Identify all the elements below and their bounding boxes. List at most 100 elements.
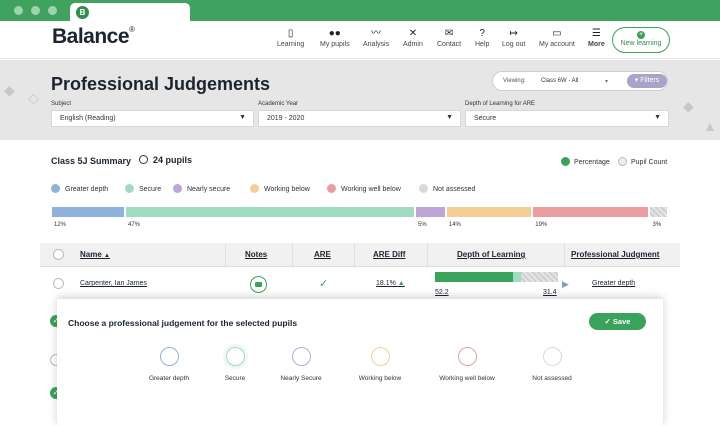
caret-down-icon: ▼ [446,114,453,121]
minimize-dot[interactable] [31,6,40,15]
distribution-segment [52,207,125,217]
distribution-percent: 19% [535,222,548,228]
legend-nearly-secure: Nearly secure [173,184,230,193]
check-circle-icon [561,157,570,166]
subject-value: English (Reading) [60,115,116,122]
distribution-percent: 14% [448,222,461,228]
table-row[interactable]: Carpenter, Ian James ✓ 18.1% ▲ 52.2 31.4… [40,268,680,300]
tools-icon: ✕ [408,28,418,39]
column-header-are-diff[interactable]: ARE Diff [373,250,406,259]
close-dot[interactable] [14,6,23,15]
legend-label: Secure [139,186,162,193]
option-label: Secure [224,375,246,382]
menu-icon: ☰ [591,28,601,39]
option-nearly-secure[interactable]: Nearly Secure [261,347,341,382]
option-working-below[interactable]: Working below [340,347,420,382]
checkmark-icon: ✓ [319,278,329,290]
nav-contact[interactable]: ✉ Contact [437,28,461,48]
browser-tab[interactable]: B [70,3,190,23]
nav-log-out[interactable]: ↦ Log out [502,28,525,48]
nav-label: Learning [277,41,305,48]
nav-my-pupils[interactable]: ●● My pupils [320,28,350,48]
nav-label: Analysis [363,41,390,48]
depth-select[interactable]: Secure ▼ [465,110,669,127]
legend-label: Working below [264,186,310,193]
column-header-professional-judgment[interactable]: Professional Judgment [571,250,660,259]
radio-ring-icon[interactable] [457,347,477,366]
distribution-segment [533,207,649,217]
nav-label: Log out [502,41,526,48]
legend-swatch [51,184,60,193]
logo-text: Balance [52,25,130,48]
option-greater-depth[interactable]: Greater depth [129,347,209,382]
radio-ring-icon[interactable] [370,347,390,366]
book-icon: ▯ [287,28,294,39]
row-checkbox[interactable] [53,278,64,289]
legend-label: Nearly secure [187,186,231,193]
option-label: Greater depth [148,375,190,382]
dol-left-value: 52.2 [435,289,449,296]
legend-not-assessed: Not assessed [419,184,475,193]
maximize-dot[interactable] [48,6,57,15]
percentage-toggle[interactable]: Percentage [561,157,610,166]
viewing-selector[interactable]: Viewing: Class 6W - All ▾ ▾ Filters [492,71,668,91]
option-label: Nearly Secure [280,375,322,382]
subject-select[interactable]: English (Reading) ▼ [51,110,254,127]
sort-ascending-icon: ▲ [104,253,110,259]
chevron-down-icon: ▾ [605,79,609,85]
radio-ring-icon[interactable] [159,347,179,366]
nav-more[interactable]: ☰ More [588,28,605,48]
legend-label: Greater depth [65,186,109,193]
viewing-value: Class 6W - All [541,78,579,84]
radio-ring-icon[interactable] [225,347,245,366]
nav-admin[interactable]: ✕ Admin [403,28,423,48]
option-not-assessed[interactable]: Not assessed [512,347,592,382]
column-header-name[interactable]: Name ▲ [80,250,110,259]
radio-ring-icon[interactable] [542,347,562,366]
nav-my-account[interactable]: ▭ My account [539,28,575,48]
depth-label: Depth of Learning for ARE [465,101,536,107]
column-header-notes[interactable]: Notes [245,250,268,259]
plus-icon: + [637,31,645,39]
note-icon[interactable] [250,276,267,293]
depth-value: Secure [474,115,497,122]
logo-mark: ® [129,25,135,34]
nav-learning[interactable]: ▯ Learning [277,28,304,48]
account-icon: ▭ [552,28,562,39]
distribution-percent: 12% [54,222,67,228]
option-working-well-below[interactable]: Working well below [427,347,507,382]
logo[interactable]: Balance® [52,25,135,49]
user-icon [139,155,148,164]
judgement-dialog: Choose a professional judgement for the … [57,299,663,426]
pupil-name-link[interactable]: Carpenter, Ian James [80,280,147,287]
pupil-count-text: 24 pupils [153,155,193,165]
column-header-are[interactable]: ARE [314,250,331,259]
question-icon: ? [479,28,485,39]
pointer-arrow-icon: ▶ [562,279,569,289]
dialog-title: Choose a professional judgement for the … [68,318,298,328]
distribution-segment [650,207,667,217]
academic-year-label: Academic Year [258,101,299,107]
new-learning-label: New learning [620,40,662,47]
select-all-checkbox[interactable] [53,249,64,260]
nav-help[interactable]: ? Help [475,28,489,48]
new-learning-button[interactable]: + New learning [612,27,670,53]
filters-button[interactable]: ▾ Filters [627,74,667,88]
judgment-value[interactable]: Greater depth [592,280,636,287]
dol-bar-remaining [521,272,558,282]
pupil-count-toggle[interactable]: Pupil Count [618,157,667,166]
academic-year-select[interactable]: 2019 - 2020 ▼ [258,110,461,127]
dol-right-value: 31.4 [543,289,557,296]
decoration-triangle-icon: ▲ [703,118,717,134]
column-header-label: Name [80,250,102,259]
option-secure[interactable]: Secure [195,347,275,382]
nav-label: My account [539,41,575,48]
decoration-diamond-icon: ◇ [28,90,39,106]
nav-analysis[interactable]: 〰 Analysis [363,28,389,48]
column-header-depth-of-learning[interactable]: Depth of Learning [457,250,526,259]
subject-label: Subject [51,101,72,107]
radio-ring-icon[interactable] [291,347,311,366]
legend-swatch [173,184,182,193]
option-label: Working well below [439,375,495,382]
save-button[interactable]: ✓ Save [589,313,646,330]
